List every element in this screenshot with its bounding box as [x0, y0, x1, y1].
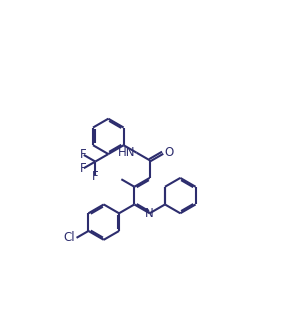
Text: F: F	[79, 148, 86, 161]
Text: F: F	[79, 162, 86, 175]
Text: Cl: Cl	[64, 231, 75, 244]
Text: O: O	[165, 146, 174, 159]
Text: N: N	[145, 207, 154, 220]
Text: F: F	[92, 170, 99, 182]
Text: HN: HN	[118, 146, 135, 159]
